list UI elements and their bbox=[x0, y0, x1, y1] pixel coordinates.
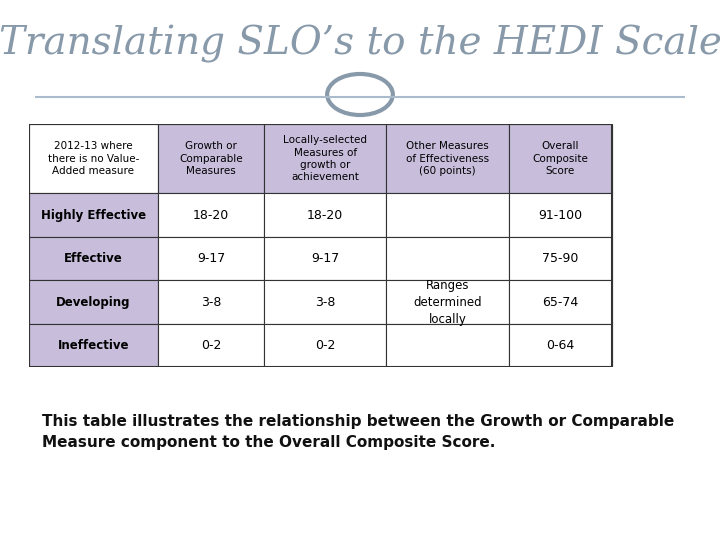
Bar bbox=[387, 280, 509, 324]
Bar bbox=[158, 237, 264, 280]
Text: Other Measures
of Effectiveness
(60 points): Other Measures of Effectiveness (60 poin… bbox=[406, 141, 490, 176]
Bar bbox=[29, 237, 158, 280]
Text: Ineffective: Ineffective bbox=[58, 339, 129, 352]
Bar bbox=[387, 193, 509, 237]
Bar bbox=[158, 324, 264, 367]
Text: 75-90: 75-90 bbox=[542, 252, 579, 265]
Text: Highly Effective: Highly Effective bbox=[41, 208, 146, 222]
Text: Effective: Effective bbox=[64, 252, 122, 265]
Text: 3-8: 3-8 bbox=[315, 295, 336, 308]
Bar bbox=[29, 124, 158, 193]
Bar bbox=[264, 237, 387, 280]
Bar bbox=[509, 324, 612, 367]
Bar bbox=[264, 280, 387, 324]
Text: 9-17: 9-17 bbox=[311, 252, 339, 265]
Bar bbox=[387, 237, 509, 280]
Bar bbox=[509, 280, 612, 324]
Text: Overall
Composite
Score: Overall Composite Score bbox=[532, 141, 588, 176]
Text: 18-20: 18-20 bbox=[307, 208, 343, 222]
Text: 18-20: 18-20 bbox=[193, 208, 229, 222]
Bar bbox=[509, 193, 612, 237]
Text: Growth or
Comparable
Measures: Growth or Comparable Measures bbox=[179, 141, 243, 176]
Text: Locally-selected
Measures of
growth or
achievement: Locally-selected Measures of growth or a… bbox=[283, 135, 367, 183]
Text: Ranges
determined
locally: Ranges determined locally bbox=[413, 279, 482, 326]
Bar bbox=[264, 193, 387, 237]
Text: 9-17: 9-17 bbox=[197, 252, 225, 265]
Bar bbox=[387, 124, 509, 193]
Bar bbox=[387, 324, 509, 367]
Bar bbox=[29, 124, 612, 367]
Bar bbox=[509, 124, 612, 193]
Text: 0-2: 0-2 bbox=[315, 339, 336, 352]
Text: 3-8: 3-8 bbox=[201, 295, 221, 308]
Bar bbox=[264, 124, 387, 193]
Text: This table illustrates the relationship between the Growth or Comparable
Measure: This table illustrates the relationship … bbox=[42, 414, 675, 450]
Text: 2012-13 where
there is no Value-
Added measure: 2012-13 where there is no Value- Added m… bbox=[48, 141, 139, 176]
Text: 65-74: 65-74 bbox=[542, 295, 578, 308]
Bar bbox=[158, 124, 264, 193]
Text: 0-2: 0-2 bbox=[201, 339, 221, 352]
Text: Translating SLO’s to the HEDI Scale: Translating SLO’s to the HEDI Scale bbox=[0, 25, 720, 63]
Bar bbox=[509, 237, 612, 280]
Bar bbox=[29, 193, 158, 237]
Bar bbox=[29, 280, 158, 324]
Bar bbox=[158, 280, 264, 324]
Text: 0-64: 0-64 bbox=[546, 339, 575, 352]
Text: 91-100: 91-100 bbox=[539, 208, 582, 222]
Bar bbox=[158, 193, 264, 237]
Bar bbox=[29, 324, 158, 367]
Bar bbox=[264, 324, 387, 367]
Text: Developing: Developing bbox=[56, 295, 130, 308]
